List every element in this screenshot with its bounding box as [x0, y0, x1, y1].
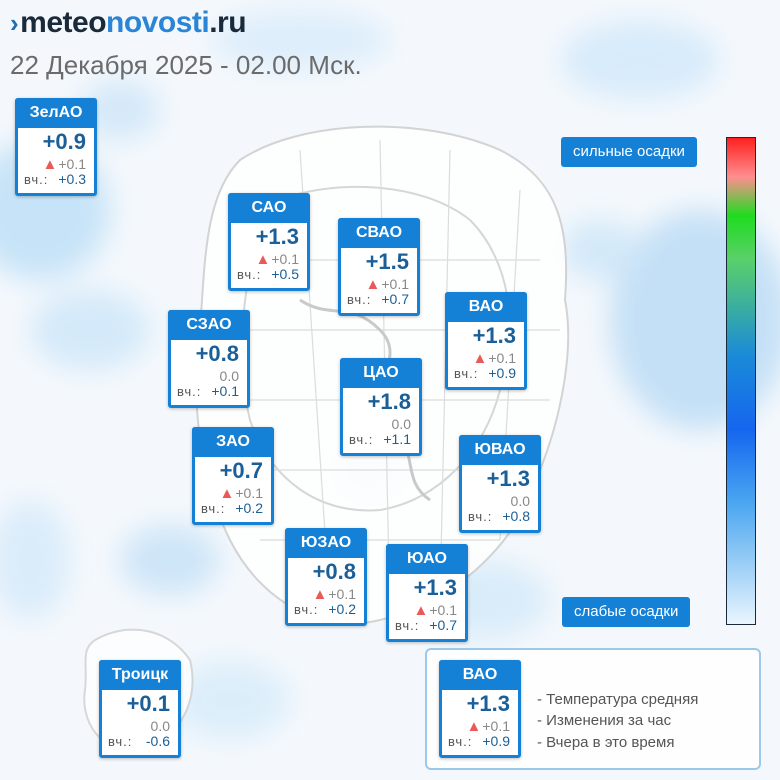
- district-card-yuao: ЮАО +1.3 ▲+0.1 вч.: +0.7: [386, 544, 468, 642]
- yesterday-value: +0.5: [271, 266, 299, 282]
- change-up-icon: ▲: [472, 350, 488, 367]
- change-up-icon: ▲: [42, 156, 58, 173]
- yesterday-label: вч.:: [108, 734, 133, 749]
- district-temperature: +1.3: [486, 466, 530, 491]
- scale-label-light: слабые осадки: [562, 597, 691, 627]
- district-name: ЮЗАО: [285, 528, 367, 558]
- yesterday-value: +0.9: [488, 365, 516, 381]
- hourly-change: ▲+0.1: [472, 350, 517, 367]
- district-card-troitsk: Троицк +0.1 0.0 вч.: -0.6: [99, 660, 181, 758]
- district-card-cao: ЦАО +1.8 0.0 вч.: +1.1: [340, 358, 422, 456]
- yesterday-label: вч.:: [177, 384, 202, 399]
- logo-text-meteo: meteo: [20, 6, 107, 39]
- yesterday-label: вч.:: [395, 618, 420, 633]
- hourly-change: 0.0: [219, 368, 239, 384]
- yesterday-value: +0.2: [235, 500, 263, 516]
- precipitation-scale-bar: [726, 137, 756, 625]
- yesterday-value: -0.6: [145, 733, 170, 749]
- district-card-sao: САО +1.3 ▲+0.1 вч.: +0.5: [228, 193, 310, 291]
- yesterday-value: +0.8: [502, 508, 530, 524]
- district-temperature: +1.8: [367, 389, 411, 414]
- change-up-icon: ▲: [255, 251, 271, 268]
- hourly-change: ▲+0.1: [312, 586, 357, 603]
- legend-line-average-temp: - Температура средняя: [537, 691, 699, 708]
- change-up-icon: ▲: [413, 602, 429, 619]
- district-temperature: +0.8: [312, 559, 356, 584]
- change-up-icon: ▲: [365, 276, 381, 293]
- district-temperature: +1.3: [466, 691, 510, 716]
- yesterday-label: вч.:: [454, 366, 479, 381]
- district-temperature: +0.1: [126, 691, 170, 716]
- district-card-zao: ЗАО +0.7 ▲+0.1 вч.: +0.2: [192, 427, 274, 525]
- logo-text-novosti: novosti: [106, 6, 210, 39]
- district-card-zelao: ЗелАО +0.9 ▲+0.1 вч.: +0.3: [15, 98, 97, 196]
- district-name: Троицк: [99, 660, 181, 690]
- hourly-change: ▲+0.1: [255, 251, 300, 268]
- yesterday-label: вч.:: [347, 292, 372, 307]
- hourly-change: ▲+0.1: [42, 156, 87, 173]
- district-card-szao: СЗАО +0.8 0.0 вч.: +0.1: [168, 310, 250, 408]
- district-name: ЦАО: [340, 358, 422, 388]
- hourly-change: 0.0: [391, 416, 411, 432]
- district-card-yuzao: ЮЗАО +0.8 ▲+0.1 вч.: +0.2: [285, 528, 367, 626]
- change-up-icon: ▲: [219, 485, 235, 502]
- yesterday-label: вч.:: [349, 432, 374, 447]
- hourly-change: 0.0: [150, 718, 170, 734]
- site-logo[interactable]: ›meteonovosti.ru: [10, 6, 247, 40]
- yesterday-value: +0.3: [58, 171, 86, 187]
- date-time-subtitle: 22 Декабря 2025 - 02.00 Мск.: [10, 50, 362, 80]
- district-temperature: +1.3: [472, 323, 516, 348]
- district-name: ВАО: [439, 660, 521, 690]
- district-name: ЮВАО: [459, 435, 541, 465]
- district-temperature: +0.7: [219, 458, 263, 483]
- district-temperature: +0.9: [42, 129, 86, 154]
- legend-line-hourly-change: - Изменения за час: [537, 712, 672, 729]
- scale-label-heavy: сильные осадки: [561, 137, 697, 167]
- hourly-change: 0.0: [510, 493, 530, 509]
- district-temperature: +1.5: [365, 249, 409, 274]
- yesterday-value: +0.1: [211, 383, 239, 399]
- yesterday-value: +1.1: [383, 431, 411, 447]
- district-temperature: +0.8: [195, 341, 239, 366]
- district-name: ВАО: [445, 292, 527, 322]
- legend-example-card: ВАО +1.3 ▲+0.1 вч.: +0.9: [439, 660, 521, 758]
- district-card-yuvao: ЮВАО +1.3 0.0 вч.: +0.8: [459, 435, 541, 533]
- yesterday-value: +0.2: [328, 601, 356, 617]
- yesterday-label: вч.:: [237, 267, 262, 282]
- legend-panel: ВАО +1.3 ▲+0.1 вч.: +0.9 - Температура с…: [425, 648, 761, 770]
- district-temperature: +1.3: [413, 575, 457, 600]
- yesterday-label: вч.:: [24, 172, 49, 187]
- yesterday-value: +0.9: [482, 733, 510, 749]
- district-name: САО: [228, 193, 310, 223]
- district-name: ЗелАО: [15, 98, 97, 128]
- change-up-icon: ▲: [466, 718, 482, 735]
- hourly-change: ▲+0.1: [365, 276, 410, 293]
- yesterday-label: вч.:: [201, 501, 226, 516]
- district-name: СЗАО: [168, 310, 250, 340]
- district-temperature: +1.3: [255, 224, 299, 249]
- hourly-change: ▲+0.1: [219, 485, 264, 502]
- district-name: ЗАО: [192, 427, 274, 457]
- change-up-icon: ▲: [312, 586, 328, 603]
- yesterday-value: +0.7: [429, 617, 457, 633]
- yesterday-label: вч.:: [448, 734, 473, 749]
- logo-text-domain: .ru: [209, 6, 247, 39]
- district-card-svao: СВАО +1.5 ▲+0.1 вч.: +0.7: [338, 218, 420, 316]
- district-card-vao: ВАО +1.3 ▲+0.1 вч.: +0.9: [445, 292, 527, 390]
- district-name: ЮАО: [386, 544, 468, 574]
- logo-mark-icon: ›: [10, 8, 19, 38]
- legend-line-yesterday: - Вчера в это время: [537, 734, 675, 751]
- yesterday-value: +0.7: [381, 291, 409, 307]
- district-name: СВАО: [338, 218, 420, 248]
- yesterday-label: вч.:: [294, 602, 319, 617]
- hourly-change: ▲+0.1: [466, 718, 511, 735]
- hourly-change: ▲+0.1: [413, 602, 458, 619]
- yesterday-label: вч.:: [468, 509, 493, 524]
